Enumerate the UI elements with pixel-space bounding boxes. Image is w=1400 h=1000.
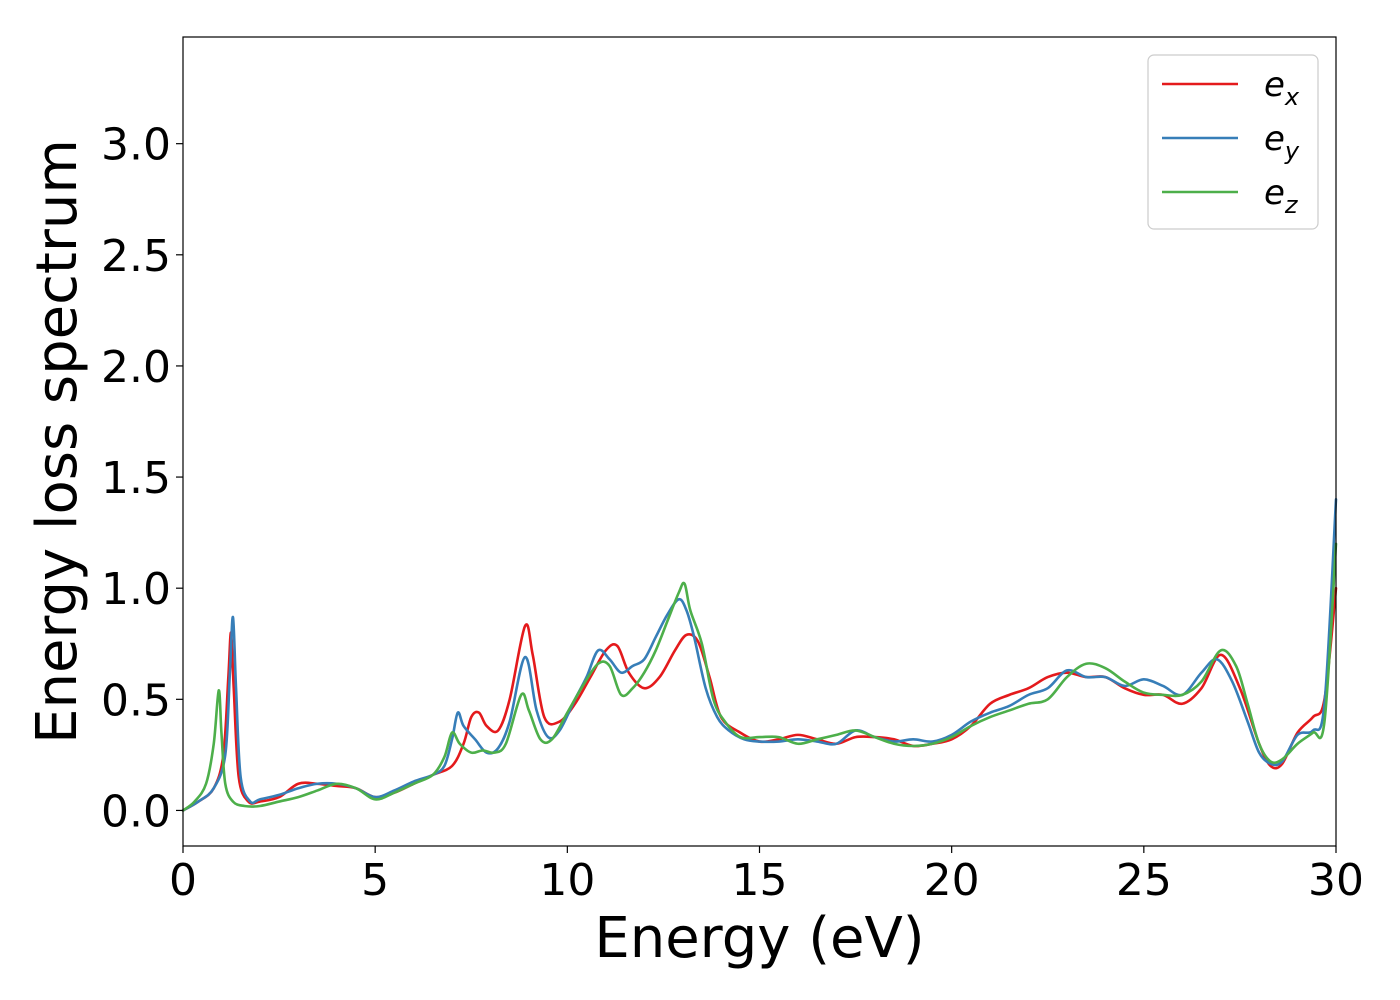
- x-axis-ticks: 0 5 10 15 20 25 30: [169, 846, 1364, 906]
- legend-box: [1147, 54, 1319, 230]
- x-tick-label: 25: [1116, 855, 1172, 906]
- plot-lines: [181, 497, 1338, 812]
- x-tick-label: 10: [539, 855, 595, 906]
- y-tick-label: 1.5: [101, 453, 171, 504]
- y-axis-ticks: 0.0 0.5 1.0 1.5 2.0 2.5 3.0: [101, 120, 183, 837]
- y-tick-label: 2.0: [101, 342, 171, 393]
- y-tick-label: 0.0: [101, 786, 171, 837]
- legend-label-y: ey: [1264, 119, 1300, 165]
- legend: ex ey ez: [1147, 54, 1319, 230]
- x-axis-title: Energy (eV): [594, 906, 924, 971]
- x-tick-label: 20: [924, 855, 980, 906]
- y-axis-title: Energy loss spectrum: [25, 139, 90, 744]
- legend-label-x: ex: [1264, 65, 1300, 111]
- y-tick-label: 2.5: [101, 231, 171, 282]
- legend-label-z: ez: [1264, 173, 1299, 219]
- x-tick-label: 30: [1308, 855, 1364, 906]
- x-tick-label: 15: [732, 855, 788, 906]
- x-tick-label: 5: [361, 855, 389, 906]
- y-tick-label: 3.0: [101, 120, 171, 171]
- series-line-z: [181, 542, 1338, 812]
- y-tick-label: 0.5: [101, 675, 171, 726]
- y-tick-label: 1.0: [101, 564, 171, 615]
- x-tick-label: 0: [169, 855, 197, 906]
